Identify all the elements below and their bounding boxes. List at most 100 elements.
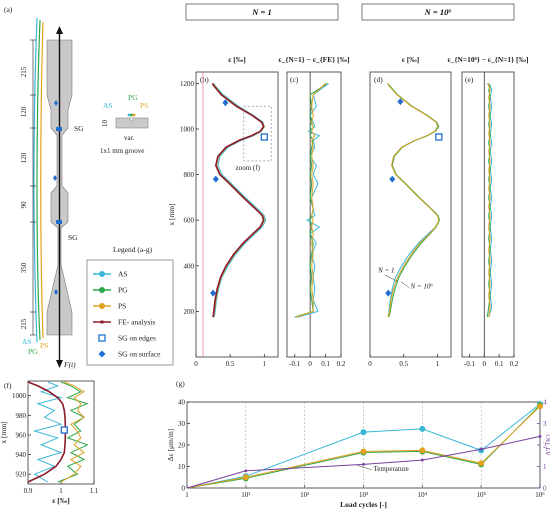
y-tick-label: 0	[182, 485, 186, 493]
series-line-pg	[186, 404, 541, 489]
plot-frame	[195, 71, 279, 358]
data-point	[360, 448, 367, 455]
zoom-annotation: zoom (f)	[236, 164, 261, 172]
annotation-leader	[400, 281, 410, 288]
y-axis-label: Δε [μm/m]	[166, 429, 175, 462]
legend-marker	[99, 271, 105, 277]
annotation-leader	[384, 274, 399, 282]
series-line-temperature	[186, 435, 541, 489]
x-tick-label: 1.1	[90, 487, 99, 495]
annotation-leader	[357, 465, 372, 470]
series-line-ps	[488, 83, 491, 318]
y2-tick-label: 4	[543, 399, 547, 407]
x-tick-label: 0	[368, 360, 372, 368]
zoom-box	[243, 105, 272, 162]
x-tick-label: 0.9	[24, 487, 33, 495]
x-tick-label: 1	[263, 360, 267, 368]
x-tick-label: 1	[59, 487, 63, 495]
y2-tick-label: 2	[543, 442, 547, 450]
x-axis-label: ε [‰]	[52, 496, 70, 505]
x-tick-label: 10⁶	[535, 491, 545, 499]
y-axis-label: x [mm]	[0, 421, 8, 443]
series-line-ps	[387, 83, 440, 318]
y-tick-label: 40	[178, 399, 186, 407]
data-point	[537, 403, 543, 410]
y-tick-label: 1000	[12, 392, 27, 400]
support-arrow-icon	[56, 26, 63, 34]
sg-surface-marker	[54, 289, 58, 295]
data-point	[538, 435, 542, 438]
detail-pg-label: PG	[128, 93, 138, 102]
legend-label: SG on edges	[118, 334, 156, 343]
y-tick-label: 800	[184, 171, 195, 179]
data-point	[360, 429, 367, 436]
sg-label: SG	[68, 233, 78, 242]
pg-label: PG	[28, 347, 38, 356]
x-tick-label: 0.1	[495, 360, 504, 368]
dim-label: 350	[20, 262, 28, 273]
y2-tick-label: 0	[543, 485, 547, 493]
x-tick-label: 0	[308, 360, 312, 368]
x-tick-label: -0.1	[464, 360, 476, 368]
x-tick-label: 0.2	[510, 360, 519, 368]
x-tick-label: 0	[194, 360, 198, 368]
legend-title: Legend (a-g)	[113, 245, 152, 254]
y-tick-label: 920	[16, 471, 27, 479]
x-tick-label: 10¹	[241, 491, 250, 499]
detail-var-label: var.	[124, 134, 135, 142]
sg-label: SG	[74, 124, 84, 133]
x-tick-label: -0.1	[289, 360, 301, 368]
panel-e: (e) -0.1 0 0.1 0.2 ε_{N=10⁶} − ε_{N=1} [‰]	[447, 55, 528, 368]
panel-label: (d)	[374, 75, 383, 84]
header-n6: N = 10⁶	[424, 7, 452, 17]
x-tick-label: 10⁵	[476, 491, 486, 499]
panel-label: (g)	[176, 379, 185, 388]
data-point	[244, 469, 248, 473]
x-tick-label: 0.2	[337, 360, 346, 368]
n1-annotation: N = 1	[377, 267, 394, 275]
dim-label: 215	[20, 318, 28, 329]
y-tick-label: 980	[16, 412, 27, 420]
series-line-feanalysis	[211, 82, 265, 318]
series-line-as	[186, 403, 541, 489]
series-line-ps	[296, 83, 326, 318]
x-axis-label: ε [‰]	[228, 55, 246, 64]
y2-tick-label: 3	[543, 420, 547, 428]
y-tick-label: 600	[184, 217, 195, 225]
x-tick-label: 0.5	[399, 360, 408, 368]
ps-label: PS	[40, 341, 48, 350]
dim-label: 90	[20, 201, 28, 209]
legend-marker	[98, 350, 106, 358]
panel-f: (f) 0.9 1 1.1 920 940 960 980 1000 ε [‰] x [mm]	[0, 380, 99, 505]
sg-edge-point	[60, 426, 68, 434]
y-tick-label: 200	[184, 308, 195, 316]
data-point	[478, 460, 485, 467]
detail-ps-label: PS	[140, 101, 148, 110]
data-point	[419, 447, 426, 454]
dim-label: 120	[20, 106, 28, 117]
series-line-pg	[294, 82, 328, 318]
y-tick-label: 960	[16, 431, 27, 439]
sg-surface-point	[222, 99, 229, 107]
legend-label: AS	[118, 270, 128, 279]
legend-label: PS	[118, 302, 126, 311]
x-axis-label: ε_{N=1} − ε_{FE} [‰]	[278, 55, 349, 64]
force-arrow-icon	[56, 360, 63, 368]
plot-frame	[461, 71, 515, 358]
y-tick-label: 1000	[180, 126, 195, 134]
panel-label: (e)	[465, 75, 474, 84]
n6-annotation: N = 10⁶	[410, 283, 434, 291]
legend-label: SG on surface	[118, 350, 161, 359]
x-tick-label: 10³	[359, 491, 368, 499]
sg-surface-marker	[53, 175, 57, 181]
sg-surface-point	[212, 175, 219, 183]
x-axis-label: ε_{N=10⁶} − ε_{N=1} [‰]	[447, 55, 528, 64]
y-tick-label: 20	[178, 442, 186, 450]
ps-cable	[40, 21, 44, 339]
panel-c: (c) -0.1 0 0.1 0.2 ε_{N=1} − ε_{FE} [‰]	[278, 55, 349, 368]
panel-label: (f)	[4, 381, 12, 390]
plot-frame	[286, 71, 342, 358]
sg-surface-marker	[54, 100, 58, 106]
